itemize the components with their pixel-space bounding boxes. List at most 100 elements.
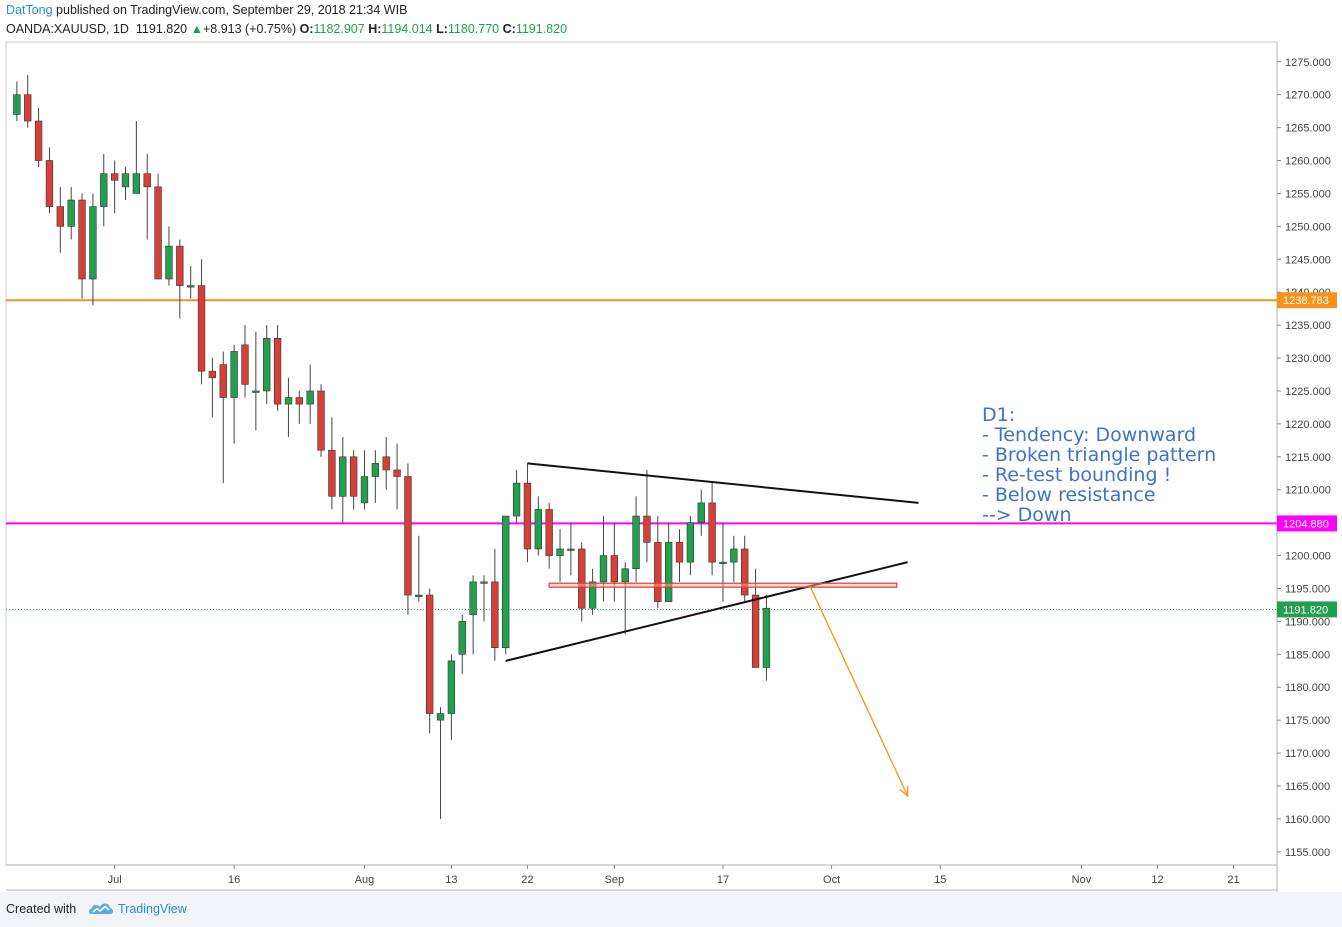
time-tick-label: Nov	[1072, 874, 1092, 886]
candlesticks	[13, 74, 771, 819]
time-tick-label: 17	[717, 874, 729, 886]
candle	[675, 529, 684, 582]
bullish-candle-body	[730, 548, 738, 563]
candle	[404, 463, 412, 615]
low-value: 1180.770	[447, 22, 500, 36]
bearish-candle-body	[349, 456, 358, 497]
bullish-candle-body	[121, 173, 130, 188]
time-tick-label: 21	[1227, 874, 1239, 886]
price-tick-label: 1255.000	[1285, 188, 1331, 200]
candle	[284, 377, 293, 438]
bullish-candle-body	[132, 173, 141, 194]
candle	[480, 575, 488, 622]
bearish-candle-body	[241, 344, 249, 385]
candle	[219, 351, 227, 484]
bearish-candle-body	[197, 285, 206, 372]
bearish-candle-body	[45, 160, 54, 207]
close-value: 1191.820	[515, 22, 568, 36]
bearish-candle-body	[523, 482, 532, 550]
bullish-candle-body	[89, 206, 97, 280]
author-link[interactable]: DatTong	[6, 3, 53, 17]
tradingview-link[interactable]: TradingView	[118, 902, 187, 916]
candle	[567, 522, 575, 576]
high-label: H:	[368, 22, 382, 36]
last-price-label: 1191.820	[1283, 604, 1328, 616]
bearish-candle-body	[78, 199, 86, 280]
projection-arrow-line	[809, 585, 909, 797]
candle	[165, 226, 173, 286]
bearish-candle-body	[143, 173, 151, 188]
price-tick-label: 1245.000	[1285, 254, 1331, 266]
open-value: 1182.907	[313, 22, 365, 36]
candle	[534, 496, 542, 556]
bearish-candle-body	[34, 120, 43, 161]
bearish-candle-body	[610, 555, 619, 583]
bullish-candle-body	[762, 607, 771, 668]
candle	[360, 450, 369, 510]
bullish-candle-body	[447, 660, 456, 714]
candle	[643, 469, 651, 563]
bullish-candle-body	[187, 285, 195, 288]
price-tick-label: 1235.000	[1285, 320, 1331, 332]
price-axis[interactable]: 1155.000 1160.000 1165.000 1170.000 1175.000…	[1276, 42, 1337, 892]
chart-header-publisher: DatTong published on TradingView.com, Se…	[6, 3, 407, 17]
price-tick-label: 1270.000	[1285, 90, 1331, 102]
bullish-candle-body	[697, 502, 705, 523]
price-tick-label: 1165.000	[1285, 781, 1330, 793]
annotation-line: --> Down	[982, 504, 1072, 526]
price-tick-label: 1170.000	[1285, 748, 1330, 760]
price-chart[interactable]: 1155.000 1160.000 1165.000 1170.000 1175.000…	[0, 0, 1342, 892]
time-tick-label: Sep	[605, 874, 625, 886]
price-tick-label: 1190.000	[1285, 616, 1330, 628]
candle	[187, 265, 195, 299]
bullish-candle-body	[284, 397, 293, 405]
candle	[436, 706, 445, 819]
bearish-candle-body	[643, 515, 651, 543]
candle	[741, 535, 749, 602]
candle	[458, 614, 466, 675]
bullish-candle-body	[632, 515, 640, 570]
time-axis[interactable]: Jul 16 Aug 13 22 Sep 17 Oct 15 Nov 12 21	[6, 864, 1277, 891]
candle	[502, 515, 510, 655]
candle	[100, 153, 108, 227]
candle	[523, 463, 532, 563]
footer-bar: Created with TradingView	[0, 892, 1342, 927]
candle	[13, 81, 21, 122]
bullish-candle-body	[415, 594, 423, 597]
bullish-candle-body	[436, 713, 445, 721]
candle	[67, 186, 75, 240]
bullish-candle-body	[502, 515, 510, 649]
candle	[263, 325, 271, 405]
bullish-candle-body	[306, 390, 314, 405]
candle	[588, 568, 597, 615]
candle	[176, 239, 184, 319]
candle	[447, 654, 456, 740]
bearish-candle-body	[708, 502, 716, 563]
bullish-candle-body	[230, 351, 238, 398]
bullish-candle-body	[100, 173, 108, 207]
candle	[317, 384, 325, 457]
change-value: +8.913 (+0.75%)	[202, 22, 297, 36]
price-tick-label: 1220.000	[1285, 419, 1331, 431]
price-tick-label: 1185.000	[1285, 649, 1330, 661]
candle	[762, 595, 771, 681]
bullish-candle-body	[469, 581, 477, 616]
candle	[708, 483, 716, 576]
candle	[121, 167, 130, 201]
level-price-label: 1238.783	[1283, 295, 1329, 307]
bearish-candle-body	[545, 509, 553, 556]
price-tick-label: 1180.000	[1285, 682, 1330, 694]
time-tick-label: Aug	[355, 874, 375, 886]
symbol-label: OANDA:XAUUSD, 1D	[6, 22, 129, 36]
bearish-candle-body	[328, 449, 336, 497]
horizontal-levels	[6, 299, 1277, 610]
time-tick-label: 13	[445, 874, 457, 886]
candle	[154, 173, 162, 280]
candle	[556, 529, 564, 582]
created-with-text: Created with	[6, 902, 77, 916]
level-price-label: 1204.880	[1283, 518, 1329, 530]
candle	[491, 548, 499, 661]
bullish-candle-body	[719, 561, 727, 564]
bearish-candle-body	[675, 542, 684, 563]
bearish-candle-body	[751, 594, 760, 668]
